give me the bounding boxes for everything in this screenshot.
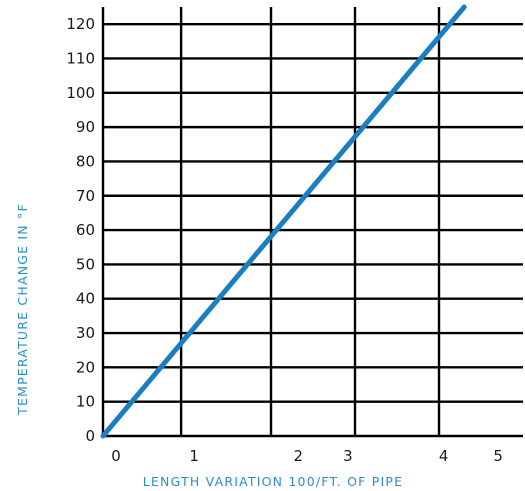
x-tick-label: 1	[189, 447, 199, 465]
x-tick-label: 4	[439, 447, 449, 465]
y-tick-label: 20	[76, 358, 95, 376]
y-tick-label: 60	[76, 221, 95, 239]
y-tick-label: 30	[76, 324, 95, 342]
y-tick-label: 80	[76, 152, 95, 170]
x-tick-label: 5	[493, 447, 503, 465]
x-tick-label: 3	[343, 447, 353, 465]
y-tick-label: 110	[66, 49, 95, 67]
y-tick-label: 10	[76, 393, 95, 411]
y-tick-label: 40	[76, 290, 95, 308]
y-axis-label: TEMPERATURE CHANGE IN °F	[15, 203, 30, 416]
y-tick-label: 70	[76, 187, 95, 205]
y-tick-labels: 0 10 20 30 40 50 60 70 80 90 100 110 120	[66, 15, 95, 445]
y-tick-label: 50	[76, 255, 95, 273]
series-line	[100, 4, 467, 439]
series	[100, 4, 467, 439]
x-tick-labels: 0 1 2 3 4 5	[111, 447, 503, 465]
x-tick-label: 0	[111, 447, 121, 465]
y-tick-label: 90	[76, 118, 95, 136]
y-tick-label: 120	[66, 15, 95, 33]
grid	[101, 7, 523, 438]
y-tick-label: 100	[66, 84, 95, 102]
x-tick-label: 2	[294, 447, 304, 465]
y-tick-label: 0	[85, 427, 95, 445]
x-axis-label: LENGTH VARIATION 100/FT. OF PIPE	[143, 474, 403, 489]
